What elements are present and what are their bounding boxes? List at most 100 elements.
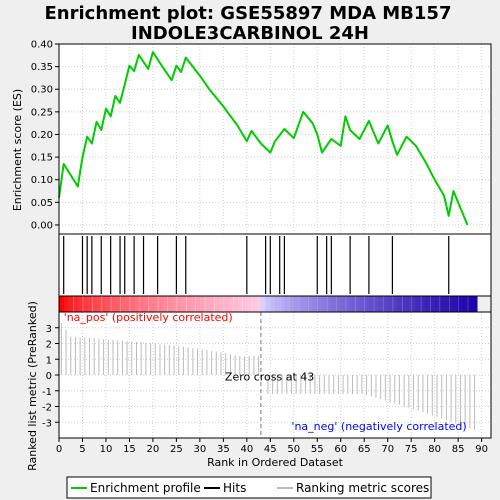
colorbar-cell bbox=[472, 296, 478, 312]
colorbar-cell bbox=[387, 296, 393, 312]
legend-metric-label: Ranking metric scores bbox=[296, 481, 429, 495]
hits-frame bbox=[58, 233, 492, 297]
colorbar-cell bbox=[204, 296, 210, 312]
colorbar-cell bbox=[364, 296, 370, 312]
metric-xtick-label: 85 bbox=[452, 444, 465, 455]
metric-xtick-label: 5 bbox=[79, 444, 85, 455]
colorbar-cell bbox=[270, 296, 276, 312]
es-ytick-label: 0.15 bbox=[31, 153, 53, 164]
metric-xtick-label: 15 bbox=[123, 444, 136, 455]
colorbar-cell bbox=[232, 296, 239, 312]
es-ytick-label: 0.05 bbox=[31, 198, 53, 209]
colorbar-cell bbox=[213, 296, 220, 312]
metric-xtick-label: 25 bbox=[170, 444, 183, 455]
colorbar-cell bbox=[167, 296, 173, 312]
hits-panel bbox=[58, 233, 492, 297]
metric-xtick-label: 20 bbox=[147, 444, 160, 455]
colorbar-cell bbox=[87, 296, 93, 312]
colorbar-cell bbox=[129, 296, 135, 312]
colorbar-cell bbox=[350, 296, 356, 312]
metric-xtick-label: 55 bbox=[311, 444, 324, 455]
es-panel: 0.00 0.05 0.10 0.15 0.20 0.25 0.30 0.35 0.40 bbox=[31, 40, 492, 235]
metric-ytick-label: 2 bbox=[46, 340, 52, 351]
colorbar-cell bbox=[152, 296, 159, 312]
es-ytick-label: 0.25 bbox=[31, 107, 53, 118]
colorbar-cell bbox=[467, 296, 473, 312]
colorbar-cell bbox=[345, 296, 351, 312]
colorbar-cell bbox=[115, 296, 121, 312]
colorbar-cell bbox=[444, 296, 450, 312]
colorbar-cell bbox=[429, 296, 436, 312]
colorbar-cell bbox=[68, 296, 74, 312]
metric-xtick-label: 75 bbox=[405, 444, 418, 455]
metric-ytick-label: 1 bbox=[46, 355, 52, 366]
colorbar-cell bbox=[176, 296, 182, 312]
colorbar-cell bbox=[228, 296, 234, 312]
colorbar-cell bbox=[331, 296, 337, 312]
metric-ytick-label: -2 bbox=[42, 403, 52, 414]
colorbar-cell bbox=[265, 296, 271, 312]
neg-label: 'na_neg' (negatively correlated) bbox=[291, 420, 466, 433]
metric-xtick-label: 45 bbox=[264, 444, 277, 455]
colorbar-cell bbox=[190, 296, 196, 312]
colorbar-cell bbox=[105, 296, 112, 312]
colorbar-cell bbox=[134, 296, 140, 312]
colorbar-cell bbox=[448, 296, 455, 312]
metric-ytick-label: -1 bbox=[42, 387, 52, 398]
colorbar-cell bbox=[181, 296, 187, 312]
colorbar-cell bbox=[143, 296, 149, 312]
colorbar-cell bbox=[462, 296, 469, 312]
metric-xlabel: Rank in Ordered Dataset bbox=[207, 456, 344, 469]
colorbar-cell bbox=[336, 296, 342, 312]
metric-xtick-label: 80 bbox=[428, 444, 441, 455]
metric-xtick-label: 70 bbox=[381, 444, 394, 455]
metric-xtick-label: 60 bbox=[334, 444, 347, 455]
metric-ytick-label: 0 bbox=[46, 371, 52, 382]
colorbar-cell bbox=[251, 296, 257, 312]
metric-xtick-label: 90 bbox=[475, 444, 488, 455]
colorbar-cell bbox=[162, 296, 168, 312]
colorbar-cell bbox=[157, 296, 163, 312]
colorbar-cell bbox=[185, 296, 192, 312]
legend-es-label: Enrichment profile bbox=[90, 481, 201, 495]
colorbar-cell bbox=[171, 296, 177, 312]
colorbar-cell bbox=[453, 296, 459, 312]
metric-ytick-label: -3 bbox=[42, 418, 52, 429]
colorbar-cell bbox=[218, 296, 224, 312]
colorbar-cell bbox=[246, 296, 253, 312]
colorbar-cell bbox=[63, 296, 69, 312]
legend-hits-label: Hits bbox=[223, 481, 246, 495]
colorbar-cell bbox=[439, 296, 445, 312]
colorbar-cell bbox=[401, 296, 408, 312]
pos-label: 'na_pos' (positively correlated) bbox=[64, 311, 233, 324]
chart-title-line1: Enrichment plot: GSE55897 MDA MB157 bbox=[45, 3, 452, 24]
colorbar-cell bbox=[279, 296, 285, 312]
colorbar-cell bbox=[326, 296, 332, 312]
colorbar-cell bbox=[284, 296, 290, 312]
chart-title-line2: INDOLE3CARBINOL 24H bbox=[131, 23, 369, 44]
metric-xtick-label: 10 bbox=[100, 444, 113, 455]
colorbar-cell bbox=[307, 296, 314, 312]
colorbar-cell bbox=[368, 296, 375, 312]
metric-xtick-label: 65 bbox=[358, 444, 371, 455]
colorbar-cell bbox=[120, 296, 126, 312]
colorbar-cell bbox=[195, 296, 201, 312]
colorbar-cell bbox=[101, 296, 107, 312]
colorbar-cell bbox=[199, 296, 206, 312]
metric-xtick-label: 50 bbox=[287, 444, 300, 455]
metric-ylabel: Ranked list metric (PreRanked) bbox=[26, 301, 39, 471]
colorbar-cell bbox=[406, 296, 412, 312]
colorbar-cell bbox=[392, 296, 398, 312]
colorbar-cell bbox=[397, 296, 403, 312]
colorbar-cell bbox=[293, 296, 300, 312]
metric-xtick-label: 35 bbox=[217, 444, 230, 455]
colorbar-cell bbox=[383, 296, 389, 312]
colorbar-cell bbox=[289, 296, 295, 312]
colorbar-cell bbox=[458, 296, 464, 312]
es-ytick-label: 0.30 bbox=[31, 85, 53, 96]
colorbar-cell bbox=[321, 296, 328, 312]
colorbar-cell bbox=[378, 296, 384, 312]
es-ytick-label: 0.40 bbox=[31, 40, 53, 51]
colorbar-cell bbox=[354, 296, 361, 312]
